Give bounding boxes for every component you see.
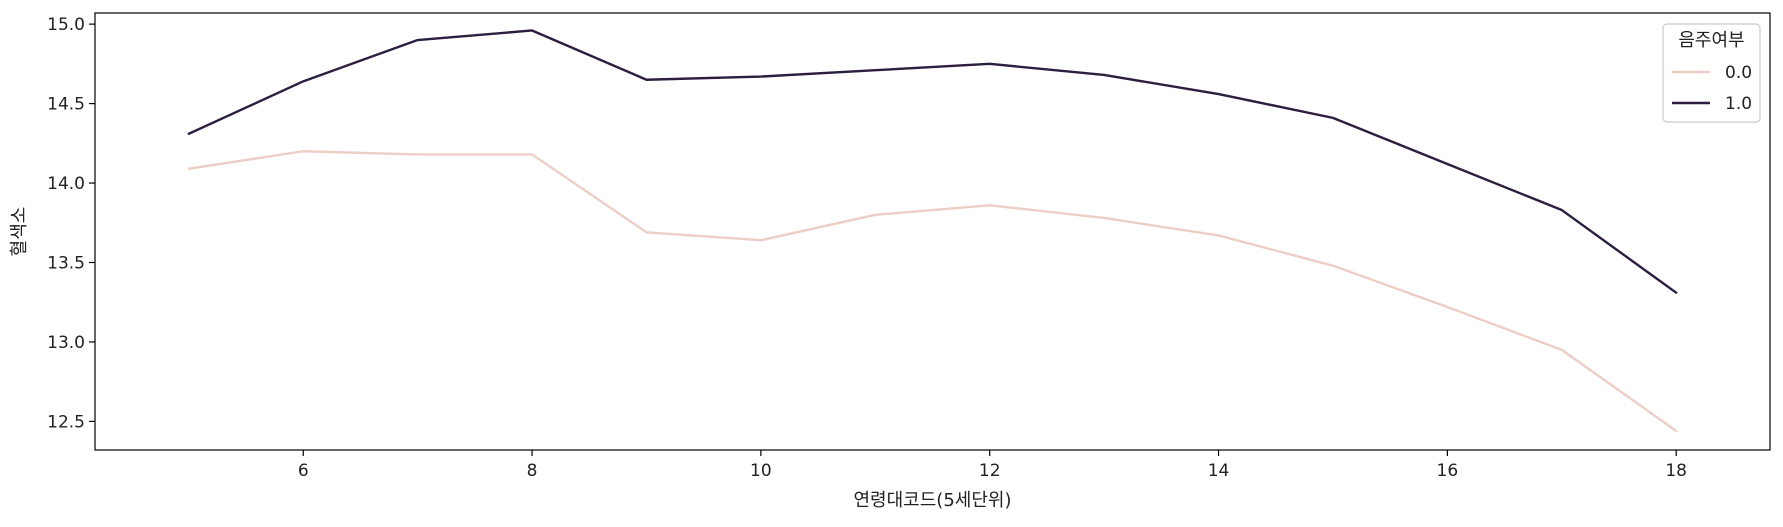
x-tick-label: 16 — [1437, 461, 1459, 481]
legend-label: 0.0 — [1725, 63, 1752, 83]
y-tick-label: 14.0 — [47, 174, 85, 194]
series-line-1-0 — [187, 29, 1678, 294]
legend: 음주여부 0.0 1.0 — [1662, 23, 1761, 123]
y-tick-label: 12.5 — [47, 412, 85, 432]
x-tick-label: 10 — [750, 461, 772, 481]
y-tick-label: 13.0 — [47, 333, 85, 353]
legend-box — [1662, 23, 1761, 123]
legend-title: 음주여부 — [1678, 30, 1744, 51]
x-tick-label: 6 — [298, 461, 309, 481]
x-axis-title: 연령대코드(5세단위) — [854, 490, 1012, 511]
y-tick-label: 15.0 — [47, 15, 85, 35]
x-tick-label: 8 — [527, 461, 538, 481]
axes-group: 6 8 10 12 14 16 18 12.5 13.0 13.5 14.0 14.5 15.0 — [47, 12, 1771, 481]
series-line-0-0 — [187, 150, 1678, 433]
legend-label: 1.0 — [1725, 94, 1752, 114]
plot-frame — [94, 12, 1771, 451]
y-axis-title: 혈색소 — [9, 207, 30, 257]
x-tick-label: 14 — [1208, 461, 1230, 481]
x-tick-label: 12 — [979, 461, 1001, 481]
series-group — [187, 29, 1678, 433]
y-tick-label: 13.5 — [47, 253, 85, 273]
x-tick-label: 18 — [1665, 461, 1687, 481]
y-tick-label: 14.5 — [47, 95, 85, 115]
